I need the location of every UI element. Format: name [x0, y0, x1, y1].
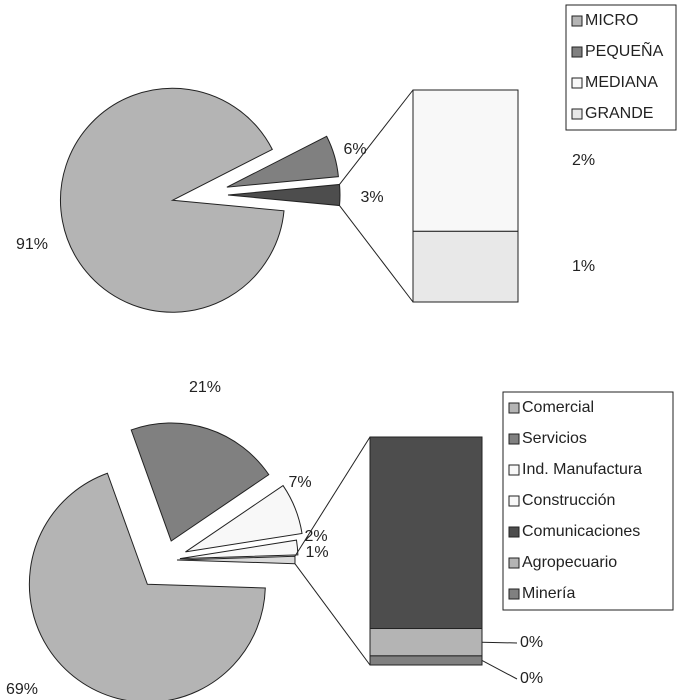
pie-slice: [28, 472, 266, 700]
legend-label: Comunicaciones: [522, 523, 640, 540]
legend-swatch: [571, 108, 583, 120]
data-label: 21%: [189, 379, 221, 396]
data-label: 69%: [6, 681, 38, 698]
connector: [294, 563, 371, 666]
pie-slice: [227, 183, 341, 207]
legend-box: [502, 391, 674, 611]
legend-swatch: [571, 77, 583, 89]
legend-swatch: [508, 433, 520, 445]
pie-slice: [130, 422, 270, 542]
legend-label: Ind. Manufactura: [522, 461, 642, 478]
pie-slice: [185, 484, 303, 553]
legend-label: Construcción: [522, 492, 615, 509]
legend-swatch: [508, 557, 520, 569]
legend-box: [565, 4, 677, 131]
pie-slice: [176, 555, 296, 565]
legend-label: MEDIANA: [585, 74, 658, 91]
legend-label: MICRO: [585, 12, 638, 29]
leader-line: [481, 659, 518, 680]
data-label: 0%: [520, 634, 543, 651]
data-label: 2%: [572, 152, 595, 169]
legend-swatch: [508, 588, 520, 600]
legend-swatch: [571, 46, 583, 58]
data-label: 0%: [520, 670, 543, 687]
data-label: 7%: [288, 474, 311, 491]
legend-swatch: [508, 464, 520, 476]
bar-segment: [369, 628, 483, 657]
legend-label: Comercial: [522, 399, 594, 416]
data-label: 1%: [305, 544, 328, 561]
connector: [339, 89, 414, 185]
legend-label: Minería: [522, 585, 575, 602]
legend-label: GRANDE: [585, 105, 653, 122]
data-label: 1%: [572, 258, 595, 275]
legend-swatch: [508, 495, 520, 507]
connector: [339, 205, 414, 303]
legend-swatch: [508, 526, 520, 538]
data-label: 3%: [360, 189, 383, 206]
bar-segment: [412, 230, 519, 303]
bar-segment: [369, 436, 483, 630]
legend-label: Agropecuario: [522, 554, 617, 571]
pie-slice: [226, 135, 339, 188]
bar-segment: [369, 655, 483, 666]
data-label: 91%: [16, 236, 48, 253]
legend-label: PEQUEÑA: [585, 40, 664, 60]
legend-swatch: [571, 15, 583, 27]
pie-slice: [179, 539, 299, 560]
leader-line: [481, 641, 518, 644]
connector: [294, 436, 371, 557]
data-label: 2%: [304, 528, 327, 545]
bar-segment: [412, 89, 519, 232]
pie-slice: [59, 87, 285, 313]
legend-swatch: [508, 402, 520, 414]
data-label: 6%: [343, 141, 366, 158]
legend-label: Servicios: [522, 430, 587, 447]
